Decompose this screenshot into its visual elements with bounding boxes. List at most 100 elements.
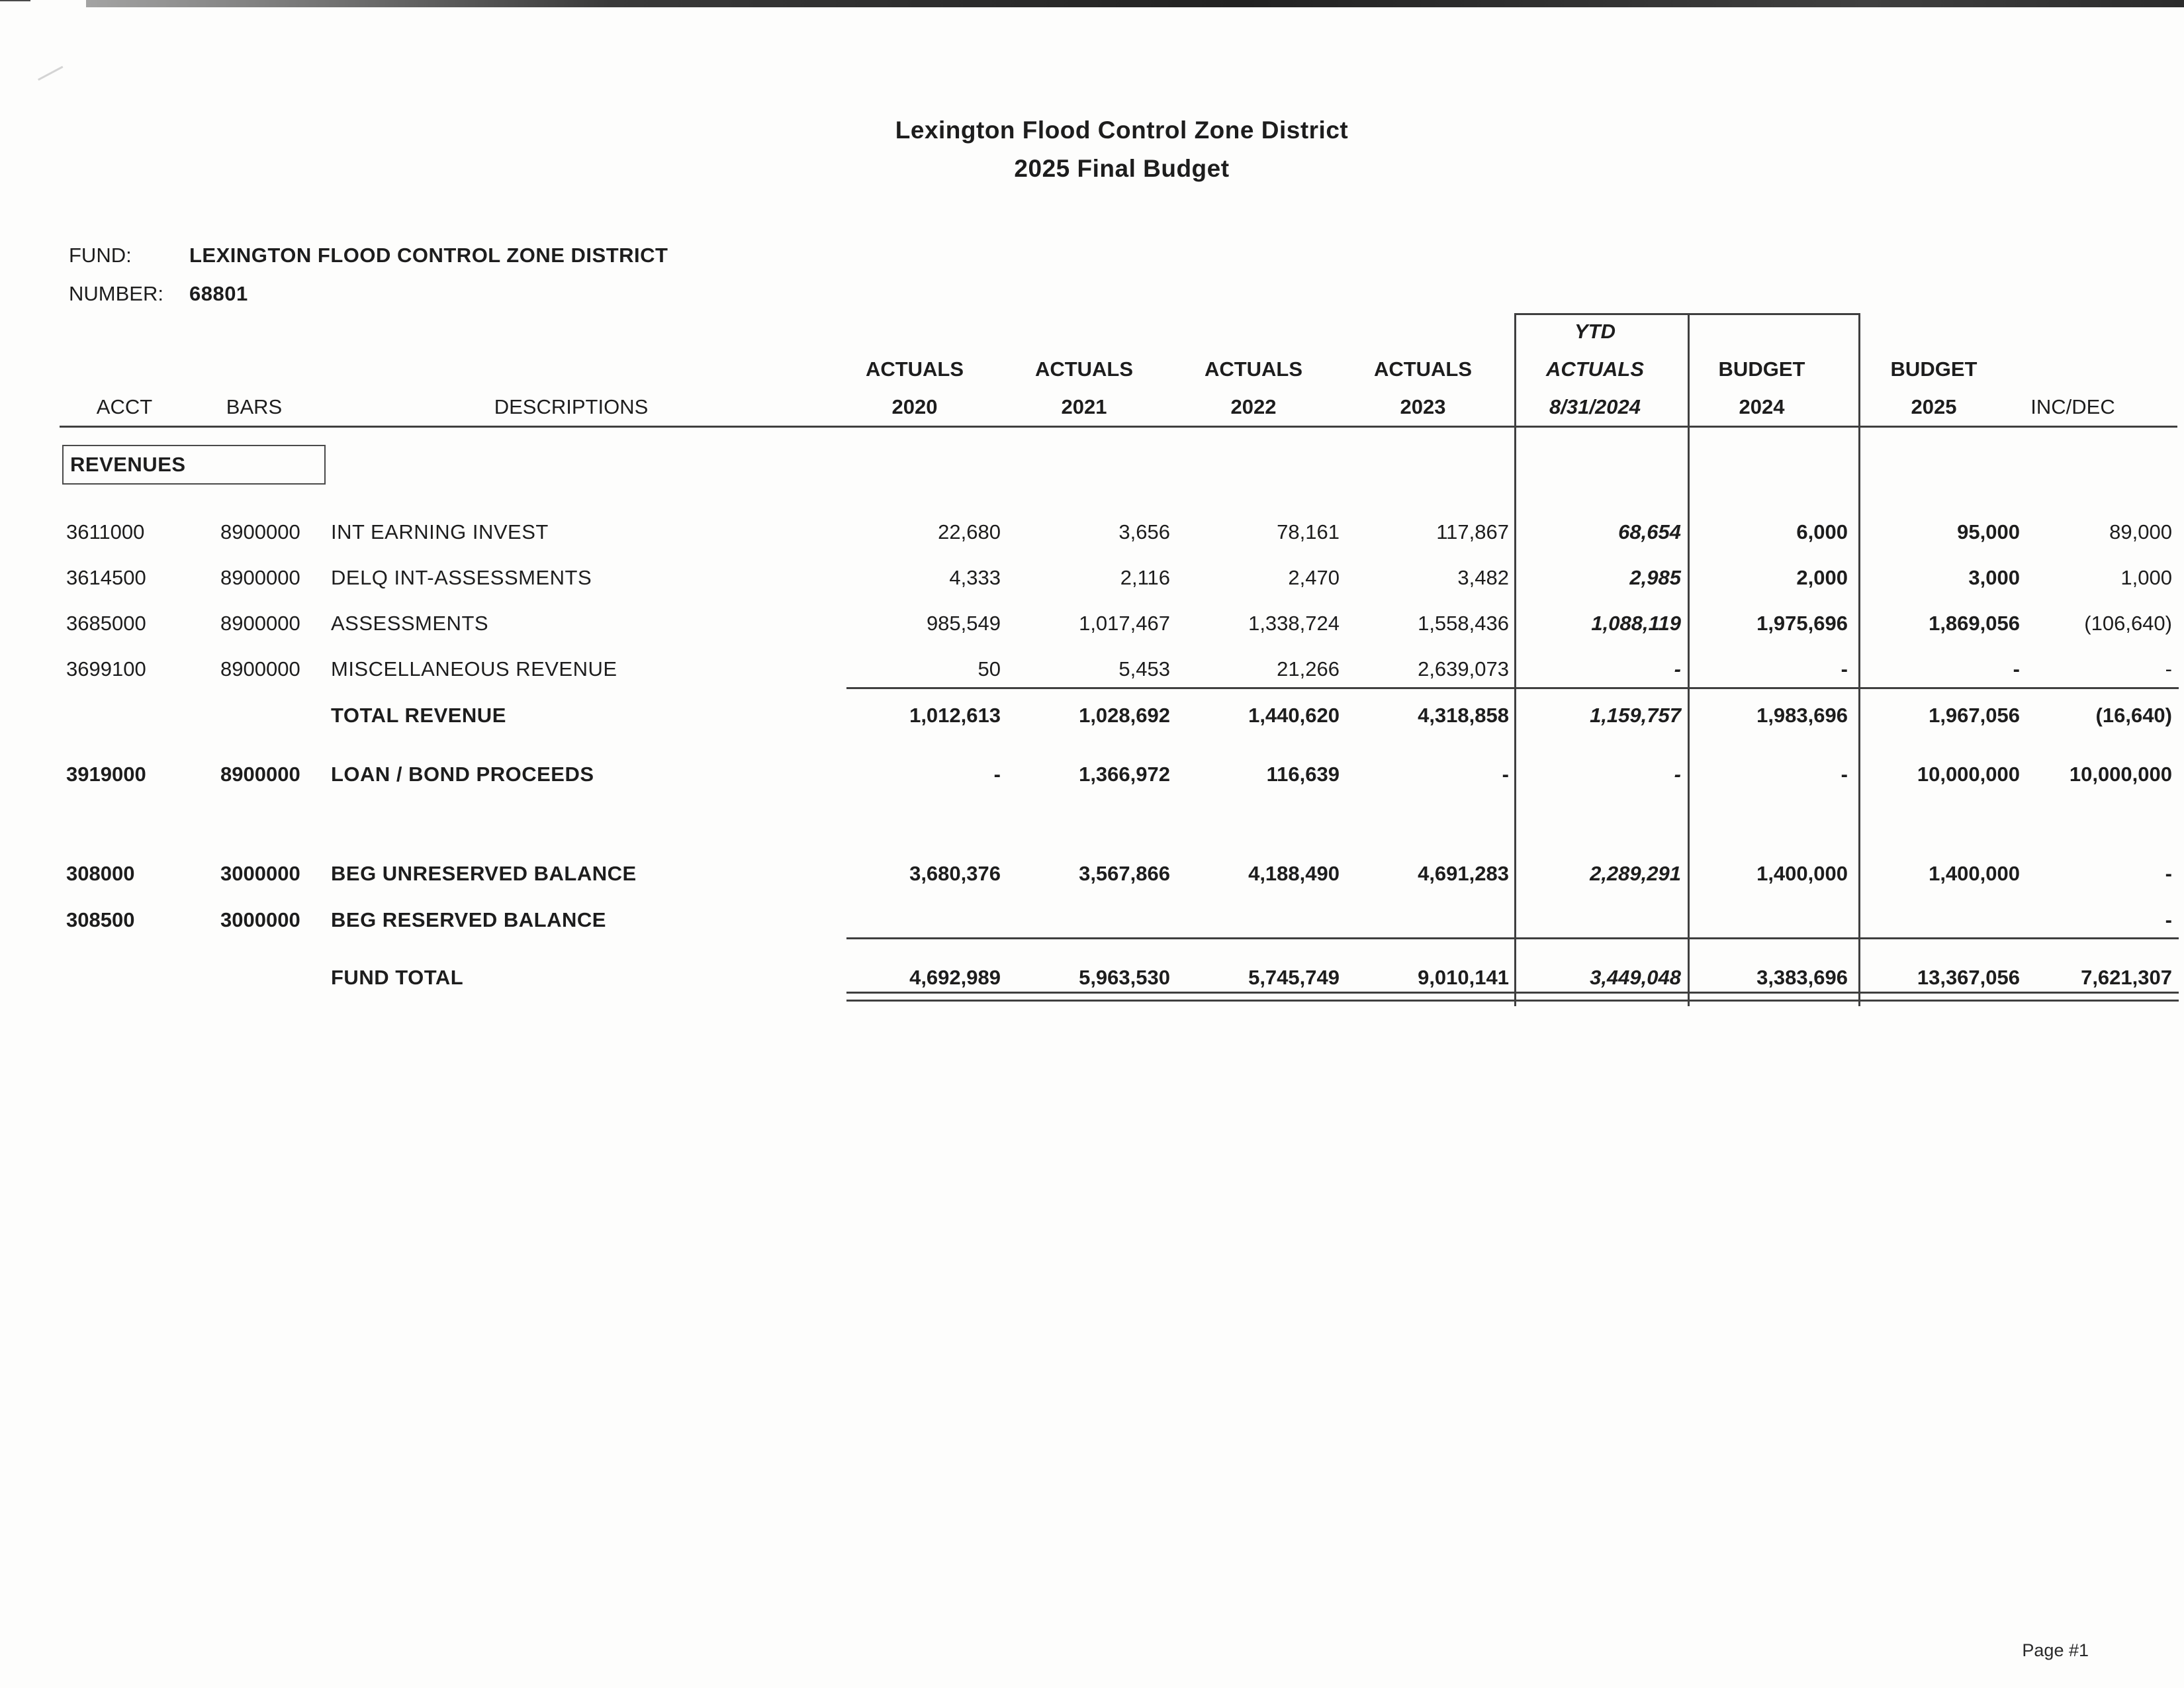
revenues-section-label: REVENUES [70,453,186,476]
value-cell: 1,012,613 [909,704,1001,727]
value-cell: 1,983,696 [1756,704,1848,727]
table-row: 308500 3000000 BEG RESERVED BALANCE - [0,904,2184,937]
header-actuals-2022: ACTUALS 2022 [1154,300,1353,426]
value-cell: 3,449,048 [1590,966,1681,989]
header-budget-2024: BUDGET 2024 [1662,300,1861,426]
title-line-2: 2025 Final Budget [1014,155,1230,182]
value-cell: 5,745,749 [1248,966,1340,989]
value-cell: 1,017,467 [1079,612,1170,635]
value-cell: 3,656 [1118,520,1170,543]
acct-cell: 308000 [66,862,135,885]
value-cell: 3,482 [1457,566,1509,589]
title-line-1: Lexington Flood Control Zone District [895,117,1349,144]
description-cell: ASSESSMENTS [331,612,489,635]
scan-smudge-mark [33,58,64,81]
value-cell: 1,338,724 [1248,612,1340,635]
acct-cell: 3685000 [66,612,146,635]
header-line: ACTUALS [1373,357,1473,381]
value-cell: 3,680,376 [909,862,1001,885]
value-cell: 1,869,056 [1929,612,2020,635]
value-cell: 4,188,490 [1248,862,1340,885]
value-cell: 1,558,436 [1418,612,1509,635]
rule-above-fund-total [846,937,2179,939]
header-descriptions: DESCRIPTIONS [439,300,704,426]
description-cell: INT EARNING INVEST [331,520,549,543]
header-actuals-2023: ACTUALS 2023 [1324,300,1522,426]
header-line: BUDGET [1890,357,1978,381]
value-cell: 4,691,283 [1418,862,1509,885]
value-cell: (16,640) [2095,704,2172,727]
table-row: 3699100 8900000 MISCELLANEOUS REVENUE 50 5,4… [0,653,2184,686]
description-cell: TOTAL REVENUE [331,704,506,727]
value-cell: - [1841,763,1848,786]
bars-cell: 3000000 [220,862,300,885]
description-cell: LOAN / BOND PROCEEDS [331,763,594,786]
description-cell: MISCELLANEOUS REVENUE [331,657,617,680]
value-cell: 89,000 [2109,520,2172,543]
value-cell: 95,000 [1957,520,2020,543]
value-cell: 22,680 [938,520,1001,543]
acct-cell: 3611000 [66,520,145,543]
table-row: TOTAL REVENUE 1,012,613 1,028,692 1,440,620… [0,699,2184,732]
page-number: Page #1 [2022,1640,2089,1660]
value-cell: 2,289,291 [1590,862,1681,885]
header-underline [60,426,2177,428]
header-line: ACTUALS [1545,357,1645,381]
header-line: ACTUALS [1034,357,1134,381]
bars-cell: 8900000 [220,520,300,543]
value-cell: 1,366,972 [1079,763,1170,786]
value-cell: 3,000 [1968,566,2020,589]
value-cell: 1,159,757 [1590,704,1681,727]
table-row: 3614500 8900000 DELQ INT-ASSESSMENTS 4,333 2… [0,561,2184,594]
bars-cell: 8900000 [220,566,300,589]
value-cell: 2,985 [1629,566,1681,589]
header-bars: BARS [188,300,320,426]
budget2024-column-right-line [1858,313,1860,1006]
value-cell: 1,967,056 [1929,704,2020,727]
header-line: BUDGET [1718,357,1805,381]
table-row: 308000 3000000 BEG UNRESERVED BALANCE 3,680… [0,857,2184,890]
value-cell: 68,654 [1618,520,1681,543]
header-line: 2020 [891,395,938,418]
value-cell: 116,639 [1266,763,1340,786]
fund-number-label: NUMBER: [69,282,163,305]
value-cell: 78,161 [1277,520,1340,543]
scan-artifact-top-strip [86,0,2184,7]
acct-cell: 308500 [66,908,135,931]
header-line: ACTUALS [865,357,964,381]
description-cell: FUND TOTAL [331,966,464,989]
bars-cell: 8900000 [220,763,300,786]
fund-line: FUND: LEXINGTON FLOOD CONTROL ZONE DISTR… [0,240,927,271]
description-cell: BEG UNRESERVED BALANCE [331,862,637,885]
value-cell: - [2165,657,2172,680]
value-cell: 1,400,000 [1756,862,1848,885]
reserved-balance-dash-rule [0,0,30,1]
value-cell: 3,567,866 [1079,862,1170,885]
value-cell: 7,621,307 [2081,966,2172,989]
value-cell: - [1502,763,1509,786]
header-ytd-actuals: YTD ACTUALS 8/31/2024 [1496,300,1694,426]
value-cell: 9,010,141 [1418,966,1509,989]
value-cell: 1,028,692 [1079,704,1170,727]
fund-total-double-rule-top [846,992,2179,994]
value-cell: 2,116 [1120,566,1170,589]
value-cell: 5,963,530 [1079,966,1170,989]
value-cell: 6,000 [1796,520,1848,543]
table-row: 3685000 8900000 ASSESSMENTS 985,549 1,017,46… [0,607,2184,640]
description-cell: DELQ INT-ASSESSMENTS [331,566,592,589]
acct-cell: 3919000 [66,763,146,786]
value-cell: 2,000 [1796,566,1848,589]
value-cell: 4,333 [949,566,1001,589]
fund-label: FUND: [69,244,132,267]
subtotal-rule-above-total-revenue [846,687,2179,689]
header-line: 8/31/2024 [1549,395,1641,418]
header-line: INC/DEC [2030,395,2115,418]
header-actuals-2020: ACTUALS 2020 [815,300,1014,426]
ytd-column-box-top-line [1514,313,1860,315]
value-cell: - [1674,763,1681,786]
value-cell: 985,549 [926,612,1001,635]
acct-cell: 3699100 [66,657,146,680]
value-cell: 1,088,119 [1591,612,1681,635]
value-cell: 117,867 [1436,520,1509,543]
